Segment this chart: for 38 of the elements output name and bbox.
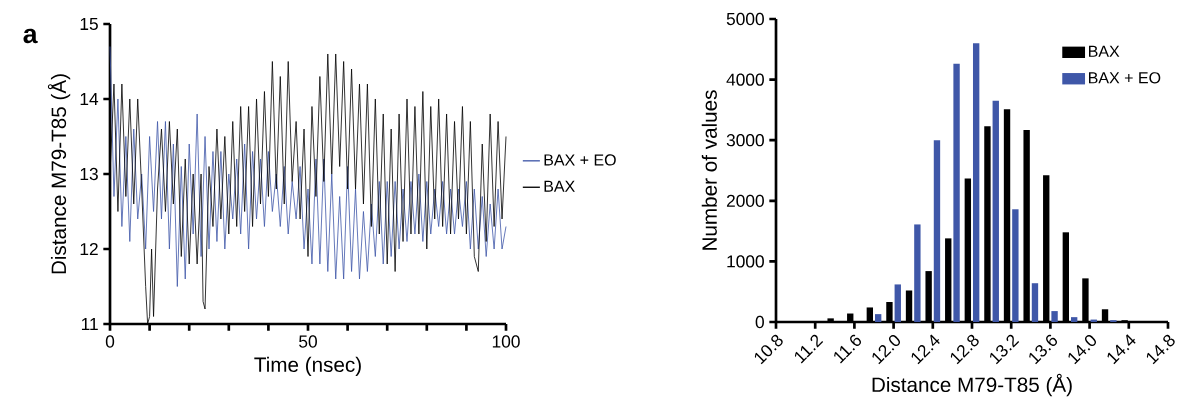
legend-label: BAX: [1089, 45, 1120, 57]
x-tick-label: 100: [492, 335, 520, 348]
y-tick-label: 0: [755, 315, 764, 329]
y-axis-title: Number of values: [701, 90, 717, 250]
y-tick-label: 4000: [726, 73, 764, 86]
y-tick-label: 3000: [726, 134, 764, 147]
bar: [1012, 209, 1019, 322]
bar: [1031, 283, 1039, 322]
bar: [874, 314, 882, 322]
legend-label: BAX: [544, 180, 575, 192]
x-tick-label: 0: [105, 335, 115, 348]
x-tick-label: 11.6: [834, 334, 862, 364]
bar: [972, 43, 980, 322]
y-tick-label: 13: [80, 167, 98, 181]
text: a: [23, 28, 38, 44]
y-tick-label: 11: [81, 318, 98, 330]
bar: [953, 63, 960, 322]
bar: [992, 100, 999, 322]
y-tick-label: 14: [80, 93, 99, 105]
y-tick-label: 5000: [726, 12, 764, 26]
x-axis-title: Distance M79-T85 (Å): [872, 373, 1072, 397]
x-tick-label: 12.0: [872, 335, 901, 365]
y-tick-label: 12: [80, 242, 98, 256]
bar: [914, 224, 921, 322]
legend-label: BAX + EO: [1089, 72, 1161, 84]
x-tick-label: 50: [299, 335, 317, 348]
y-tick-label: 1000: [727, 255, 764, 268]
x-axis-title: Time (nsec): [254, 356, 361, 377]
bar: [894, 284, 901, 322]
bar: [1051, 311, 1058, 322]
line-series: [109, 46, 507, 287]
y-axis-title: Distance M79-T85 (Å): [47, 74, 71, 274]
x-tick-label: 14.0: [1068, 335, 1097, 365]
bar: [933, 140, 941, 322]
y-tick-label: 15: [80, 17, 98, 31]
legend-label: BAX + EO: [544, 154, 616, 166]
y-tick-label: 2000: [726, 194, 764, 207]
bar: [1070, 317, 1078, 322]
